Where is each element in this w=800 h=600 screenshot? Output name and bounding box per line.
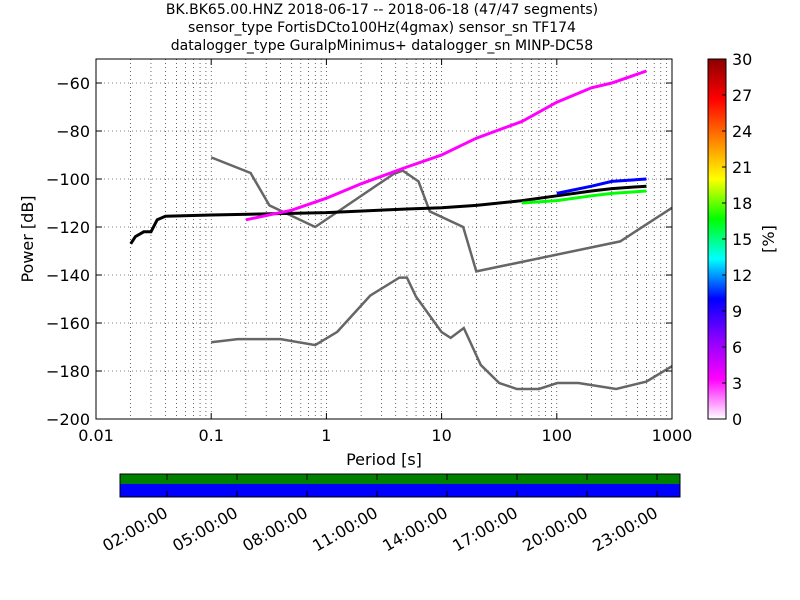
- timeline-tick-label: 11:00:00: [309, 503, 381, 555]
- y-tick-label: −160: [46, 314, 90, 333]
- psd-band-outlier-segment: [245, 69, 647, 222]
- timeline-tick-label: 23:00:00: [589, 503, 661, 555]
- x-tick-label: 1000: [652, 426, 693, 445]
- y-tick-label: −180: [46, 362, 90, 381]
- colorbar-label: [%]: [759, 225, 778, 253]
- timeline-coverage-bottom: [120, 484, 680, 497]
- colorbar-tick-label: 9: [732, 302, 742, 321]
- x-tick-label: 0.01: [78, 426, 114, 445]
- title-line-3: datalogger_type GuralpMinimus+ datalogge…: [170, 38, 594, 54]
- timeline-tick-label: 14:00:00: [379, 503, 451, 555]
- y-tick-label: −140: [46, 266, 90, 285]
- psd-band-spread-high: [556, 177, 647, 195]
- noise-model-nhnm: [210, 156, 673, 273]
- ppsd-plot: 0.01 0.1 1 10 100 1000 −200 −180 −160 −140 −120 −10…: [18, 58, 693, 469]
- colorbar-tick-label: 12: [732, 266, 752, 285]
- y-tick-label: −200: [46, 410, 90, 429]
- colorbar-tick-label: 27: [732, 86, 752, 105]
- timeline-tick-label: 20:00:00: [519, 503, 591, 555]
- x-tick-label: 100: [542, 426, 573, 445]
- colorbar: 0 3 6 9 12 15 18 21 24 27 30 [%]: [707, 50, 778, 429]
- psd-band-spread-low: [521, 189, 647, 205]
- colorbar-tick-label: 0: [732, 410, 742, 429]
- plot-frame: [95, 58, 673, 420]
- y-tick-label: −80: [56, 122, 90, 141]
- timeline-tick-label: 17:00:00: [449, 503, 521, 555]
- colorbar-tick-label: 21: [732, 158, 752, 177]
- y-tick-label: −120: [46, 218, 90, 237]
- colorbar-tick-label: 24: [732, 122, 752, 141]
- timeline-tick-label: 05:00:00: [169, 503, 241, 555]
- y-tick-label: −100: [46, 170, 90, 189]
- colorbar-tick-label: 30: [732, 50, 752, 69]
- timeline-coverage-top: [120, 474, 680, 484]
- timeline-tick-label: 02:00:00: [99, 503, 171, 555]
- psd-band-median-trend: [129, 184, 647, 245]
- x-axis-label: Period [s]: [346, 450, 422, 469]
- colorbar-tick-label: 15: [732, 230, 752, 249]
- title-line-1: BK.BK65.00.HNZ 2018-06-17 -- 2018-06-18 …: [165, 2, 599, 18]
- title-line-2: sensor_type FortisDCto100Hz(4gmax) senso…: [188, 20, 576, 36]
- y-axis-label: Power [dB]: [18, 195, 37, 282]
- timeline-tick-label: 08:00:00: [239, 503, 311, 555]
- x-tick-label: 10: [431, 426, 451, 445]
- colorbar-tick-label: 6: [732, 338, 742, 357]
- x-tick-label: 0.1: [198, 426, 223, 445]
- y-tick-label: −60: [56, 74, 90, 93]
- noise-model-nlnm: [211, 276, 673, 391]
- timeline-bar: 02:00:0005:00:0008:00:0011:00:0014:00:00…: [99, 473, 681, 555]
- timeline-frame: [119, 473, 681, 498]
- colorbar-tick-label: 3: [732, 374, 742, 393]
- colorbar-tick-label: 18: [732, 194, 752, 213]
- x-tick-label: 1: [321, 426, 331, 445]
- plot-background: [96, 59, 672, 419]
